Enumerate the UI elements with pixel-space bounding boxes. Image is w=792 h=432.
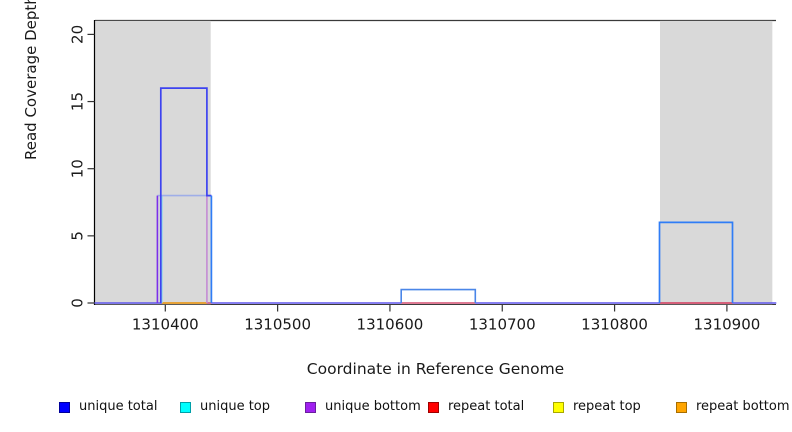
legend-swatch-icon bbox=[305, 401, 316, 413]
x-tick-label: 1310900 bbox=[693, 316, 760, 334]
coverage-stroke-unique-total bbox=[400, 288, 477, 303]
coverage-stroke-unique-total bbox=[658, 221, 734, 303]
y-tick-label: 20 bbox=[69, 25, 87, 44]
legend-label: unique total bbox=[79, 399, 158, 414]
y-tick-label: 10 bbox=[69, 159, 87, 178]
coverage-stroke-unique-total bbox=[159, 87, 212, 303]
y-tick-label: 5 bbox=[69, 231, 87, 241]
legend-item-unique-bottom: unique bottom bbox=[305, 399, 421, 415]
legend-label: unique bottom bbox=[325, 399, 421, 414]
shaded-region bbox=[660, 20, 773, 305]
legend-label: repeat total bbox=[448, 399, 525, 414]
x-tick-label: 1310700 bbox=[469, 316, 536, 334]
y-tick-label: 15 bbox=[69, 92, 87, 111]
x-tick-label: 1310400 bbox=[132, 316, 199, 334]
legend-item-unique-top: unique top bbox=[180, 399, 270, 415]
x-tick-label: 1310600 bbox=[357, 316, 424, 334]
legend-swatch-icon bbox=[676, 401, 687, 413]
legend-item-repeat-total: repeat total bbox=[428, 399, 524, 415]
legend-swatch-icon bbox=[428, 401, 439, 413]
legend-label: repeat bottom bbox=[696, 399, 790, 414]
x-axis-title: Coordinate in Reference Genome bbox=[306, 360, 565, 378]
legend-swatch-icon bbox=[180, 401, 191, 413]
legend-swatch-icon bbox=[553, 401, 564, 413]
legend: unique total unique top unique bottom repea… bbox=[0, 399, 792, 421]
legend-item-repeat-top: repeat top bbox=[553, 399, 641, 415]
x-tick-label: 1310500 bbox=[244, 316, 311, 334]
legend-item-repeat-bottom: repeat bottom bbox=[676, 399, 790, 415]
legend-item-unique-total: unique total bbox=[59, 399, 157, 415]
shaded-region bbox=[95, 20, 211, 305]
legend-swatch-icon bbox=[59, 401, 70, 413]
y-tick-label: 0 bbox=[69, 298, 87, 308]
x-tick-label: 1310800 bbox=[581, 316, 648, 334]
legend-label: repeat top bbox=[573, 399, 641, 414]
legend-label: unique top bbox=[200, 399, 271, 414]
